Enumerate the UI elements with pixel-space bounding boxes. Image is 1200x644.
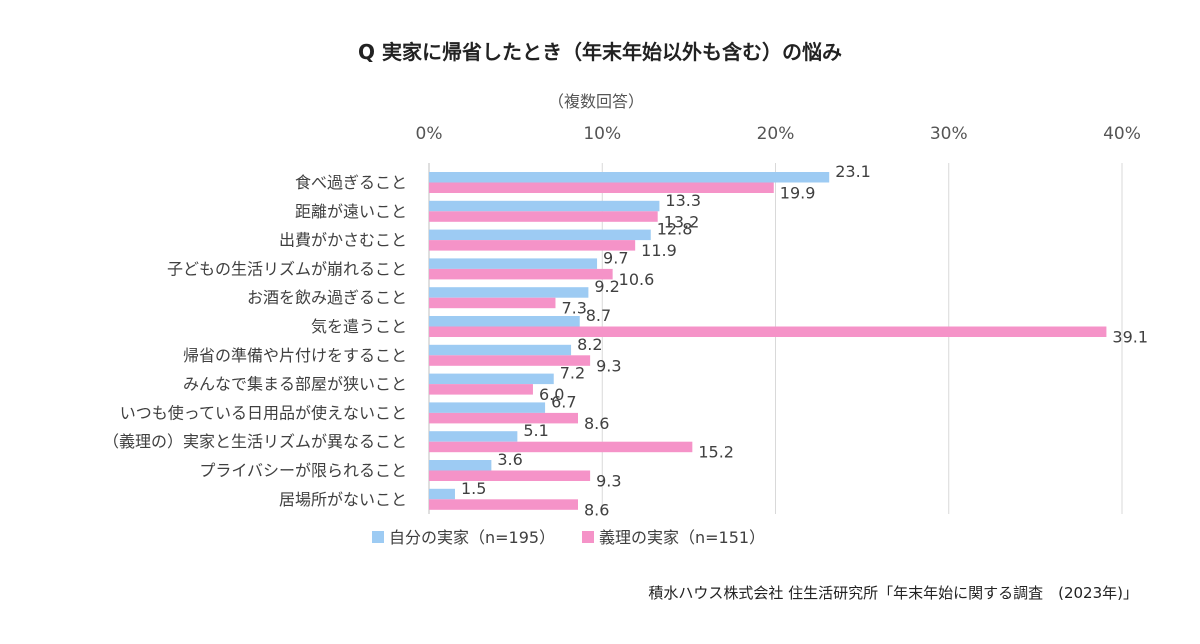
data-label: 10.6 bbox=[619, 270, 655, 289]
data-label: 3.6 bbox=[497, 450, 522, 469]
category-label: いつも使っている日用品が使えないこと bbox=[120, 403, 407, 422]
legend-swatch bbox=[372, 531, 384, 543]
data-label: 13.2 bbox=[664, 212, 700, 231]
bar-inlaw bbox=[429, 384, 533, 395]
data-label: 8.6 bbox=[584, 500, 609, 519]
bar-inlaw bbox=[429, 268, 613, 280]
data-label: 8.2 bbox=[577, 335, 602, 354]
category-label: 食べ過ぎること bbox=[295, 173, 407, 192]
bar-own bbox=[429, 431, 518, 442]
bar-inlaw bbox=[429, 441, 693, 453]
data-label: 7.3 bbox=[561, 299, 586, 318]
bar-own bbox=[429, 488, 455, 500]
bar-own bbox=[429, 200, 660, 212]
bar-inlaw bbox=[429, 240, 636, 251]
source-note: 積水ハウス株式会社 住生活研究所「年末年始に関する調査 (2023年)」 bbox=[648, 584, 1138, 602]
bar-inlaw bbox=[429, 470, 591, 481]
bar-inlaw bbox=[429, 412, 578, 424]
data-label: 9.3 bbox=[596, 356, 621, 375]
data-label: 12.8 bbox=[657, 220, 693, 239]
bar-inlaw bbox=[429, 182, 774, 193]
x-tick-label: 20% bbox=[757, 124, 795, 144]
data-label: 8.7 bbox=[586, 306, 611, 325]
category-label: 居場所がないこと bbox=[279, 490, 407, 509]
data-label: 8.6 bbox=[584, 414, 609, 433]
bar-inlaw bbox=[429, 355, 591, 366]
bar-inlaw bbox=[429, 297, 556, 309]
data-label: 11.9 bbox=[641, 241, 677, 260]
bar-own bbox=[429, 287, 589, 298]
category-label: みんなで集まる部屋が狭いこと bbox=[183, 375, 407, 394]
bar-own bbox=[429, 344, 572, 356]
category-label: 子どもの生活リズムが崩れること bbox=[167, 259, 407, 278]
data-label: 39.1 bbox=[1112, 328, 1148, 347]
legend-label: 義理の実家（n=151） bbox=[599, 528, 765, 547]
bar-inlaw bbox=[429, 326, 1107, 337]
data-label: 9.2 bbox=[594, 277, 619, 296]
bar-own bbox=[429, 402, 546, 413]
bar-own bbox=[429, 229, 651, 241]
x-tick-label: 10% bbox=[583, 124, 621, 144]
bar-inlaw bbox=[429, 211, 658, 222]
category-label: 気を遣うこと bbox=[311, 317, 407, 336]
category-label: 出費がかさむこと bbox=[279, 231, 407, 250]
bar-own bbox=[429, 316, 580, 327]
data-label: 1.5 bbox=[461, 479, 486, 498]
bar-own bbox=[429, 258, 598, 269]
category-label: 距離が遠いこと bbox=[295, 202, 407, 221]
data-label: 9.7 bbox=[603, 248, 628, 267]
legend-swatch bbox=[582, 531, 594, 543]
data-label: 23.1 bbox=[835, 162, 871, 181]
x-tick-label: 40% bbox=[1103, 124, 1141, 144]
x-tick-label: 0% bbox=[416, 124, 443, 144]
data-label: 9.3 bbox=[596, 472, 621, 491]
data-label: 7.2 bbox=[560, 364, 585, 383]
bar-own bbox=[429, 460, 492, 471]
data-label: 13.3 bbox=[665, 191, 701, 210]
data-label: 5.1 bbox=[523, 421, 548, 440]
data-label: 6.0 bbox=[539, 385, 564, 404]
bar-own bbox=[429, 172, 830, 183]
bar-own bbox=[429, 373, 554, 385]
data-label: 6.7 bbox=[551, 392, 576, 411]
category-label: 帰省の準備や片付けをすること bbox=[183, 346, 407, 365]
bar-inlaw bbox=[429, 499, 578, 510]
category-label: （義理の）実家と生活リズムが異なること bbox=[103, 432, 407, 451]
data-label: 15.2 bbox=[698, 443, 734, 462]
legend-label: 自分の実家（n=195） bbox=[389, 528, 555, 547]
data-label: 19.9 bbox=[780, 184, 816, 203]
chart-title: Q 実家に帰省したとき（年末年始以外も含む）の悩み bbox=[358, 40, 842, 64]
category-label: お酒を飲み過ぎること bbox=[247, 288, 407, 307]
axis-note: （複数回答） bbox=[548, 92, 645, 111]
x-tick-label: 30% bbox=[930, 124, 968, 144]
category-label: プライバシーが限られること bbox=[199, 461, 407, 480]
